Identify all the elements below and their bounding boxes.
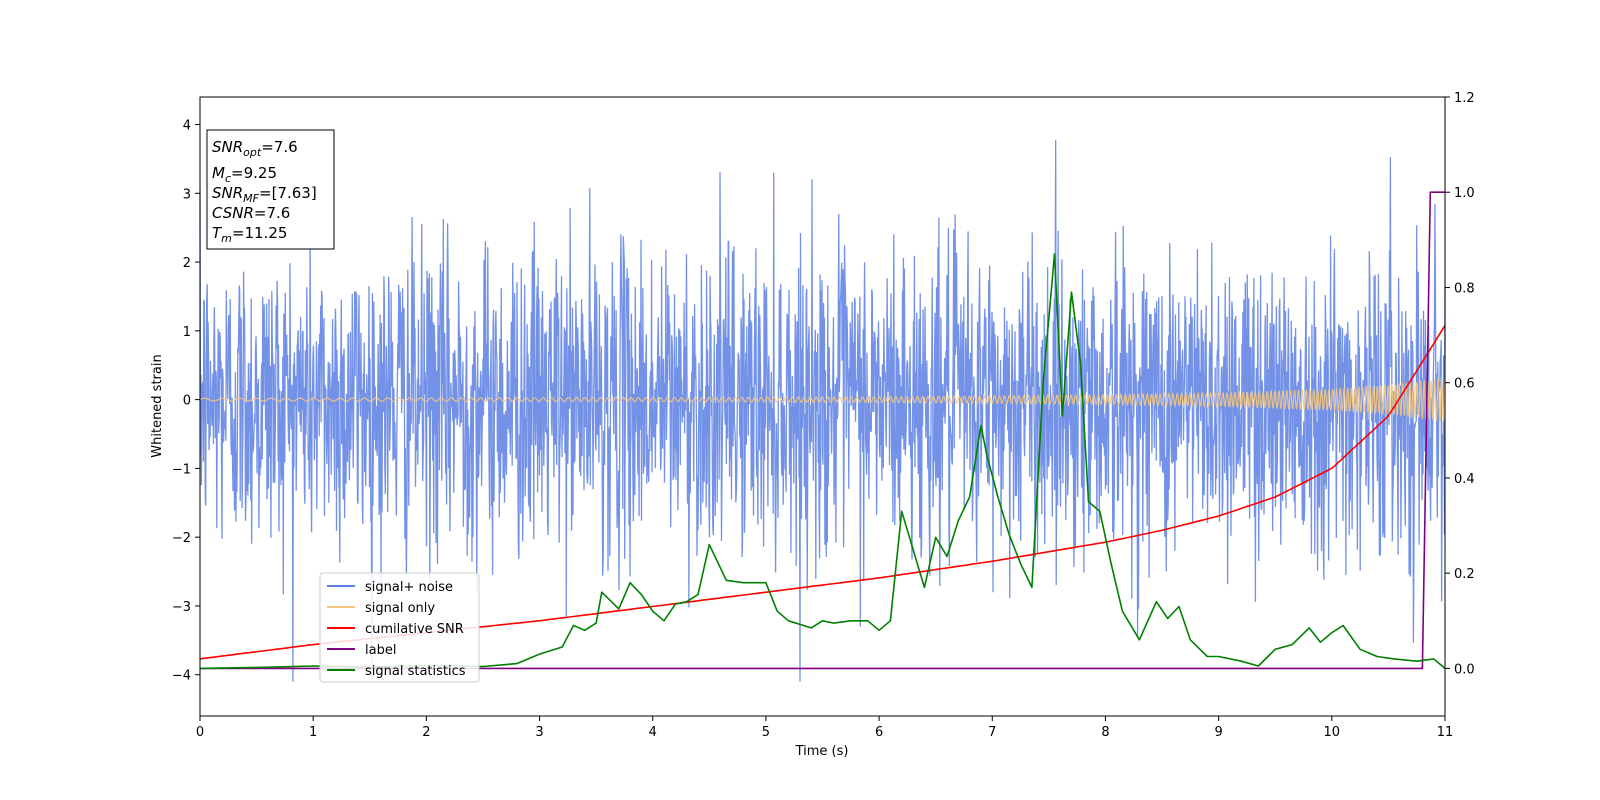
legend-frame <box>319 572 480 683</box>
y-tick-label: −4 <box>172 669 191 684</box>
y2-tick-label: 0.8 <box>1454 281 1475 296</box>
info-box-frame <box>206 129 335 250</box>
axes: 0 1 2 3 4 5 6 7 8 9 10 11 −4 −3 −2 −1 0 1 2 3 4 0.0 0.2 0.4 0.6 0… <box>172 91 1475 740</box>
legend-label: cumilative SNR <box>365 622 464 637</box>
info-mc: Mc=9.25 <box>212 164 277 185</box>
x-tick-label: 2 <box>422 725 430 740</box>
y2-tick-label: 1.2 <box>1454 91 1475 106</box>
y-tick-label: 0 <box>183 394 191 409</box>
signal-only-trace <box>199 377 1446 422</box>
legend-label: label <box>365 643 396 658</box>
label-line <box>200 191 1445 670</box>
x-tick-label: 11 <box>1437 725 1454 740</box>
legend-label: signal only <box>365 601 435 616</box>
x-tick-label: 1 <box>309 725 317 740</box>
legend: signal+ noise signal only cumilative SNR la… <box>319 572 480 683</box>
y-tick-label: −1 <box>172 462 191 477</box>
y2-tick-label: 1.0 <box>1454 186 1475 201</box>
y2-tick-label: 0.2 <box>1454 567 1475 582</box>
x-tick-label: 4 <box>649 725 657 740</box>
y2-tick-label: 0.4 <box>1454 472 1475 487</box>
signal-plus-noise-line <box>199 140 1446 682</box>
y-axis-label: Whitened strain <box>150 354 165 457</box>
info-csnr: CSNR=7.6 <box>212 204 290 222</box>
legend-label: signal+ noise <box>365 580 453 595</box>
y-tick-label: 2 <box>183 256 191 271</box>
signal-plus-noise-trace <box>199 140 1446 682</box>
info-snr-mf: SNRMF=[7.63] <box>212 184 317 205</box>
y-tick-label: 4 <box>183 119 191 134</box>
legend-label: signal statistics <box>365 664 466 679</box>
signal-statistics-line <box>199 253 1446 670</box>
x-tick-label: 10 <box>1324 725 1341 740</box>
y2-tick-label: 0.6 <box>1454 377 1475 392</box>
y-tick-label: 3 <box>183 187 191 202</box>
info-snr-opt: SNRopt=7.6 <box>212 138 298 159</box>
x-tick-label: 5 <box>762 725 770 740</box>
x-tick-label: 3 <box>535 725 543 740</box>
y-tick-label: −2 <box>172 531 191 546</box>
plot-frame <box>199 96 1446 717</box>
y-tick-label: −3 <box>172 600 191 615</box>
info-box: SNRopt=7.6 Mc=9.25 SNRMF=[7.63] CSNR=7.6… <box>206 129 335 250</box>
info-tm: Tm=11.25 <box>212 224 287 245</box>
x-tick-label: 9 <box>1214 725 1222 740</box>
x-tick-label: 6 <box>875 725 883 740</box>
x-tick-label: 7 <box>988 725 996 740</box>
x-tick-label: 8 <box>1101 725 1109 740</box>
y-tick-label: 1 <box>183 325 191 340</box>
x-axis-label: Time (s) <box>795 744 849 759</box>
x-tick-label: 0 <box>196 725 204 740</box>
signal-only-line <box>199 377 1446 422</box>
y2-tick-label: 0.0 <box>1454 662 1475 677</box>
